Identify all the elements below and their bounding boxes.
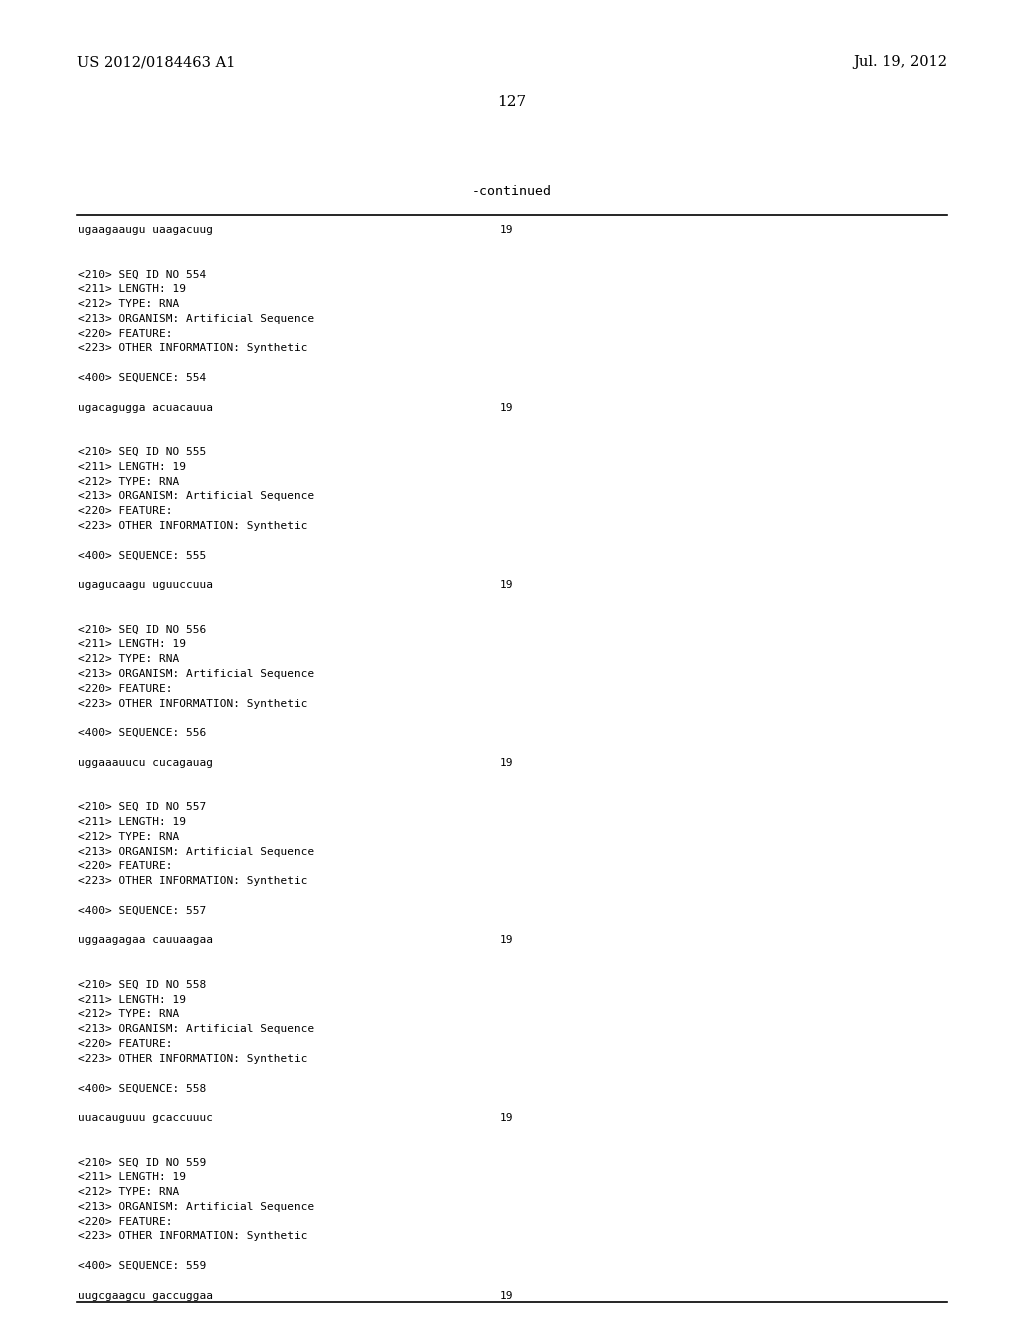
- Text: <213> ORGANISM: Artificial Sequence: <213> ORGANISM: Artificial Sequence: [78, 1201, 314, 1212]
- Text: <210> SEQ ID NO 554: <210> SEQ ID NO 554: [78, 269, 206, 280]
- Text: uugcgaagcu gaccuggaa: uugcgaagcu gaccuggaa: [78, 1291, 213, 1300]
- Text: <212> TYPE: RNA: <212> TYPE: RNA: [78, 1010, 179, 1019]
- Text: <220> FEATURE:: <220> FEATURE:: [78, 506, 172, 516]
- Text: <223> OTHER INFORMATION: Synthetic: <223> OTHER INFORMATION: Synthetic: [78, 698, 307, 709]
- Text: 19: 19: [500, 1113, 513, 1123]
- Text: <223> OTHER INFORMATION: Synthetic: <223> OTHER INFORMATION: Synthetic: [78, 343, 307, 354]
- Text: ugacagugga acuacauua: ugacagugga acuacauua: [78, 403, 213, 413]
- Text: <211> LENGTH: 19: <211> LENGTH: 19: [78, 639, 186, 649]
- Text: <211> LENGTH: 19: <211> LENGTH: 19: [78, 817, 186, 828]
- Text: <210> SEQ ID NO 559: <210> SEQ ID NO 559: [78, 1158, 206, 1167]
- Text: <212> TYPE: RNA: <212> TYPE: RNA: [78, 655, 179, 664]
- Text: <213> ORGANISM: Artificial Sequence: <213> ORGANISM: Artificial Sequence: [78, 314, 314, 323]
- Text: <212> TYPE: RNA: <212> TYPE: RNA: [78, 832, 179, 842]
- Text: <220> FEATURE:: <220> FEATURE:: [78, 684, 172, 694]
- Text: <210> SEQ ID NO 555: <210> SEQ ID NO 555: [78, 447, 206, 457]
- Text: <213> ORGANISM: Artificial Sequence: <213> ORGANISM: Artificial Sequence: [78, 669, 314, 678]
- Text: <400> SEQUENCE: 554: <400> SEQUENCE: 554: [78, 374, 206, 383]
- Text: <211> LENGTH: 19: <211> LENGTH: 19: [78, 1172, 186, 1183]
- Text: <212> TYPE: RNA: <212> TYPE: RNA: [78, 1187, 179, 1197]
- Text: <223> OTHER INFORMATION: Synthetic: <223> OTHER INFORMATION: Synthetic: [78, 1053, 307, 1064]
- Text: <213> ORGANISM: Artificial Sequence: <213> ORGANISM: Artificial Sequence: [78, 846, 314, 857]
- Text: <220> FEATURE:: <220> FEATURE:: [78, 329, 172, 339]
- Text: -continued: -continued: [472, 185, 552, 198]
- Text: <223> OTHER INFORMATION: Synthetic: <223> OTHER INFORMATION: Synthetic: [78, 1232, 307, 1241]
- Text: <211> LENGTH: 19: <211> LENGTH: 19: [78, 994, 186, 1005]
- Text: <220> FEATURE:: <220> FEATURE:: [78, 1039, 172, 1049]
- Text: <223> OTHER INFORMATION: Synthetic: <223> OTHER INFORMATION: Synthetic: [78, 521, 307, 531]
- Text: <220> FEATURE:: <220> FEATURE:: [78, 862, 172, 871]
- Text: <212> TYPE: RNA: <212> TYPE: RNA: [78, 300, 179, 309]
- Text: <210> SEQ ID NO 558: <210> SEQ ID NO 558: [78, 979, 206, 990]
- Text: <223> OTHER INFORMATION: Synthetic: <223> OTHER INFORMATION: Synthetic: [78, 876, 307, 886]
- Text: <400> SEQUENCE: 555: <400> SEQUENCE: 555: [78, 550, 206, 561]
- Text: 19: 19: [500, 1291, 513, 1300]
- Text: ugaagaaugu uaagacuug: ugaagaaugu uaagacuug: [78, 224, 213, 235]
- Text: <400> SEQUENCE: 556: <400> SEQUENCE: 556: [78, 729, 206, 738]
- Text: ugagucaagu uguuccuua: ugagucaagu uguuccuua: [78, 581, 213, 590]
- Text: uuacauguuu gcaccuuuc: uuacauguuu gcaccuuuc: [78, 1113, 213, 1123]
- Text: <211> LENGTH: 19: <211> LENGTH: 19: [78, 284, 186, 294]
- Text: <212> TYPE: RNA: <212> TYPE: RNA: [78, 477, 179, 487]
- Text: 127: 127: [498, 95, 526, 110]
- Text: 19: 19: [500, 581, 513, 590]
- Text: <220> FEATURE:: <220> FEATURE:: [78, 1217, 172, 1226]
- Text: <211> LENGTH: 19: <211> LENGTH: 19: [78, 462, 186, 471]
- Text: <400> SEQUENCE: 559: <400> SEQUENCE: 559: [78, 1261, 206, 1271]
- Text: 19: 19: [500, 936, 513, 945]
- Text: 19: 19: [500, 758, 513, 768]
- Text: uggaaauucu cucagauag: uggaaauucu cucagauag: [78, 758, 213, 768]
- Text: uggaagagaa cauuaagaa: uggaagagaa cauuaagaa: [78, 936, 213, 945]
- Text: Jul. 19, 2012: Jul. 19, 2012: [853, 55, 947, 69]
- Text: 19: 19: [500, 224, 513, 235]
- Text: <210> SEQ ID NO 556: <210> SEQ ID NO 556: [78, 624, 206, 635]
- Text: US 2012/0184463 A1: US 2012/0184463 A1: [77, 55, 236, 69]
- Text: <400> SEQUENCE: 557: <400> SEQUENCE: 557: [78, 906, 206, 916]
- Text: <213> ORGANISM: Artificial Sequence: <213> ORGANISM: Artificial Sequence: [78, 1024, 314, 1034]
- Text: <400> SEQUENCE: 558: <400> SEQUENCE: 558: [78, 1084, 206, 1093]
- Text: 19: 19: [500, 403, 513, 413]
- Text: <213> ORGANISM: Artificial Sequence: <213> ORGANISM: Artificial Sequence: [78, 491, 314, 502]
- Text: <210> SEQ ID NO 557: <210> SEQ ID NO 557: [78, 803, 206, 812]
